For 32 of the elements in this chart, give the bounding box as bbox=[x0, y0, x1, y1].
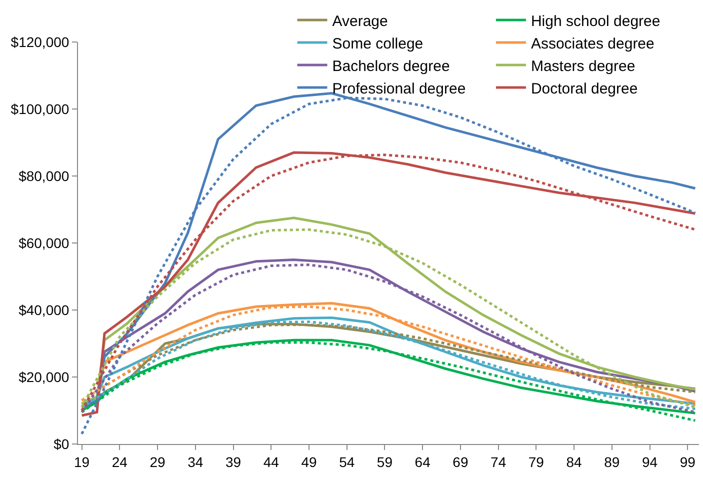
x-tick-label: 54 bbox=[339, 454, 355, 470]
x-tick-label: 89 bbox=[604, 454, 620, 470]
x-tick-label: 84 bbox=[566, 454, 582, 470]
x-tick-label: 34 bbox=[188, 454, 204, 470]
legend-label: Associates degree bbox=[530, 35, 654, 52]
legend-label: Bachelors degree bbox=[332, 58, 450, 75]
y-tick-label: $40,000 bbox=[18, 302, 70, 318]
x-tick-label: 74 bbox=[490, 454, 506, 470]
x-tick-label: 19 bbox=[74, 454, 90, 470]
y-tick-label: $100,000 bbox=[10, 100, 70, 117]
y-tick-label: $80,000 bbox=[18, 168, 70, 184]
x-tick-label: 79 bbox=[528, 454, 544, 470]
x-tick-label: 49 bbox=[301, 454, 317, 470]
legend-label: Professional degree bbox=[332, 80, 466, 98]
x-tick-label: 44 bbox=[263, 454, 280, 470]
x-tick-label: 29 bbox=[150, 454, 166, 470]
x-tick-label: 99 bbox=[680, 454, 696, 470]
x-tick-label: 94 bbox=[642, 454, 658, 470]
x-tick-label: 39 bbox=[225, 454, 242, 470]
x-tick-label: 24 bbox=[112, 454, 128, 470]
x-tick-label: 69 bbox=[452, 454, 468, 470]
legend-label: Some college bbox=[332, 35, 424, 52]
legend-label: Masters degree bbox=[530, 58, 636, 75]
x-tick-label: 59 bbox=[376, 454, 393, 470]
y-tick-label: $120,000 bbox=[10, 34, 70, 50]
y-tick-label: $20,000 bbox=[18, 368, 70, 385]
x-tick-label: 64 bbox=[414, 454, 431, 470]
legend-label: High school degree bbox=[530, 12, 660, 30]
legend-label: Average bbox=[332, 12, 388, 30]
legend-label: Doctoral degree bbox=[530, 80, 638, 98]
y-tick-label: $0 bbox=[54, 436, 70, 452]
y-tick-label: $60,000 bbox=[18, 234, 70, 251]
